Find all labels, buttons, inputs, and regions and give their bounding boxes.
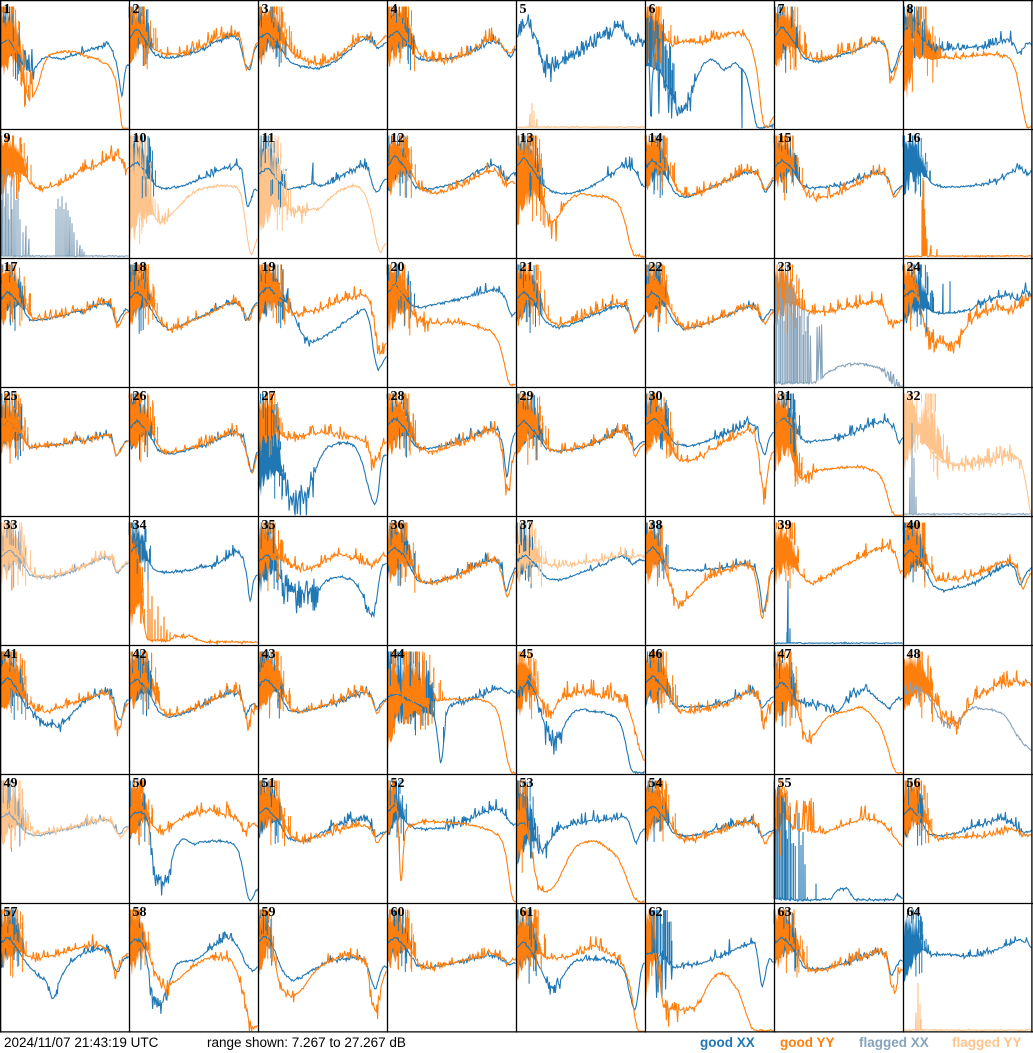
svg-text:62: 62 [649,905,663,920]
svg-text:9: 9 [4,131,11,146]
svg-text:25: 25 [4,389,18,404]
svg-text:41: 41 [4,647,18,662]
svg-text:24: 24 [907,260,921,275]
svg-text:35: 35 [262,518,276,533]
svg-text:43: 43 [262,647,276,662]
svg-text:44: 44 [391,647,405,662]
svg-text:57: 57 [4,905,18,920]
svg-text:52: 52 [391,776,405,791]
svg-text:29: 29 [520,389,534,404]
svg-text:4: 4 [391,2,398,17]
svg-text:20: 20 [391,260,405,275]
svg-text:18: 18 [133,260,147,275]
svg-text:34: 34 [133,518,147,533]
svg-text:7: 7 [778,2,785,17]
svg-text:61: 61 [520,905,534,920]
svg-text:45: 45 [520,647,534,662]
svg-text:15: 15 [778,131,792,146]
svg-text:28: 28 [391,389,405,404]
svg-text:46: 46 [649,647,663,662]
svg-text:8: 8 [907,2,914,17]
svg-text:2: 2 [133,2,140,17]
svg-text:38: 38 [649,518,663,533]
svg-text:16: 16 [907,131,921,146]
svg-text:60: 60 [391,905,405,920]
svg-text:42: 42 [133,647,147,662]
svg-text:36: 36 [391,518,405,533]
svg-text:48: 48 [907,647,921,662]
svg-text:53: 53 [520,776,534,791]
svg-text:40: 40 [907,518,921,533]
svg-text:10: 10 [133,131,147,146]
svg-text:1: 1 [4,2,11,17]
svg-text:47: 47 [778,647,792,662]
svg-text:50: 50 [133,776,147,791]
svg-text:13: 13 [520,131,534,146]
svg-text:30: 30 [649,389,663,404]
svg-text:39: 39 [778,518,792,533]
svg-text:23: 23 [778,260,792,275]
svg-text:51: 51 [262,776,276,791]
svg-text:58: 58 [133,905,147,920]
svg-text:21: 21 [520,260,534,275]
svg-text:2024/11/07 21:43:19 UTC: 2024/11/07 21:43:19 UTC [4,1035,159,1050]
svg-text:54: 54 [649,776,663,791]
svg-text:11: 11 [262,131,275,146]
svg-text:63: 63 [778,905,792,920]
svg-text:good YY: good YY [780,1035,835,1050]
svg-text:range shown: 7.267 to 27.267 d: range shown: 7.267 to 27.267 dB [207,1035,406,1050]
svg-text:27: 27 [262,389,276,404]
svg-text:64: 64 [907,905,921,920]
svg-text:31: 31 [778,389,792,404]
svg-text:32: 32 [907,389,921,404]
svg-text:22: 22 [649,260,663,275]
svg-text:59: 59 [262,905,276,920]
svg-text:flagged YY: flagged YY [952,1035,1022,1050]
svg-text:26: 26 [133,389,147,404]
svg-text:flagged XX: flagged XX [859,1035,929,1050]
svg-text:17: 17 [4,260,18,275]
svg-text:3: 3 [262,2,269,17]
svg-text:5: 5 [520,2,527,17]
svg-text:good XX: good XX [700,1035,755,1050]
svg-text:56: 56 [907,776,921,791]
svg-text:14: 14 [649,131,663,146]
svg-text:12: 12 [391,131,405,146]
svg-text:19: 19 [262,260,276,275]
svg-text:49: 49 [4,776,18,791]
svg-text:37: 37 [520,518,534,533]
svg-text:55: 55 [778,776,792,791]
svg-text:33: 33 [4,518,18,533]
svg-text:6: 6 [649,2,656,17]
